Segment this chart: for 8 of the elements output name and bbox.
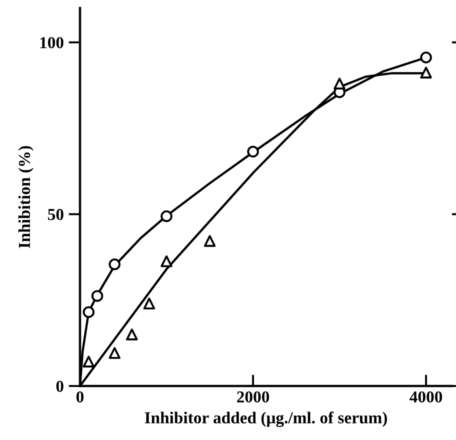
x-tick-label: 2000 (237, 391, 270, 403)
y-tick-label: 0 (56, 380, 64, 392)
y-axis-title: Inhibition (%) (18, 146, 34, 248)
x-axis-title: Inhibitor added (μg./ml. of serum) (144, 412, 387, 427)
y-tick-label: 50 (48, 208, 64, 220)
x-tick-label: 0 (76, 391, 84, 403)
x-tick-label: 4000 (410, 391, 442, 403)
y-tick-label: 100 (40, 37, 64, 48)
